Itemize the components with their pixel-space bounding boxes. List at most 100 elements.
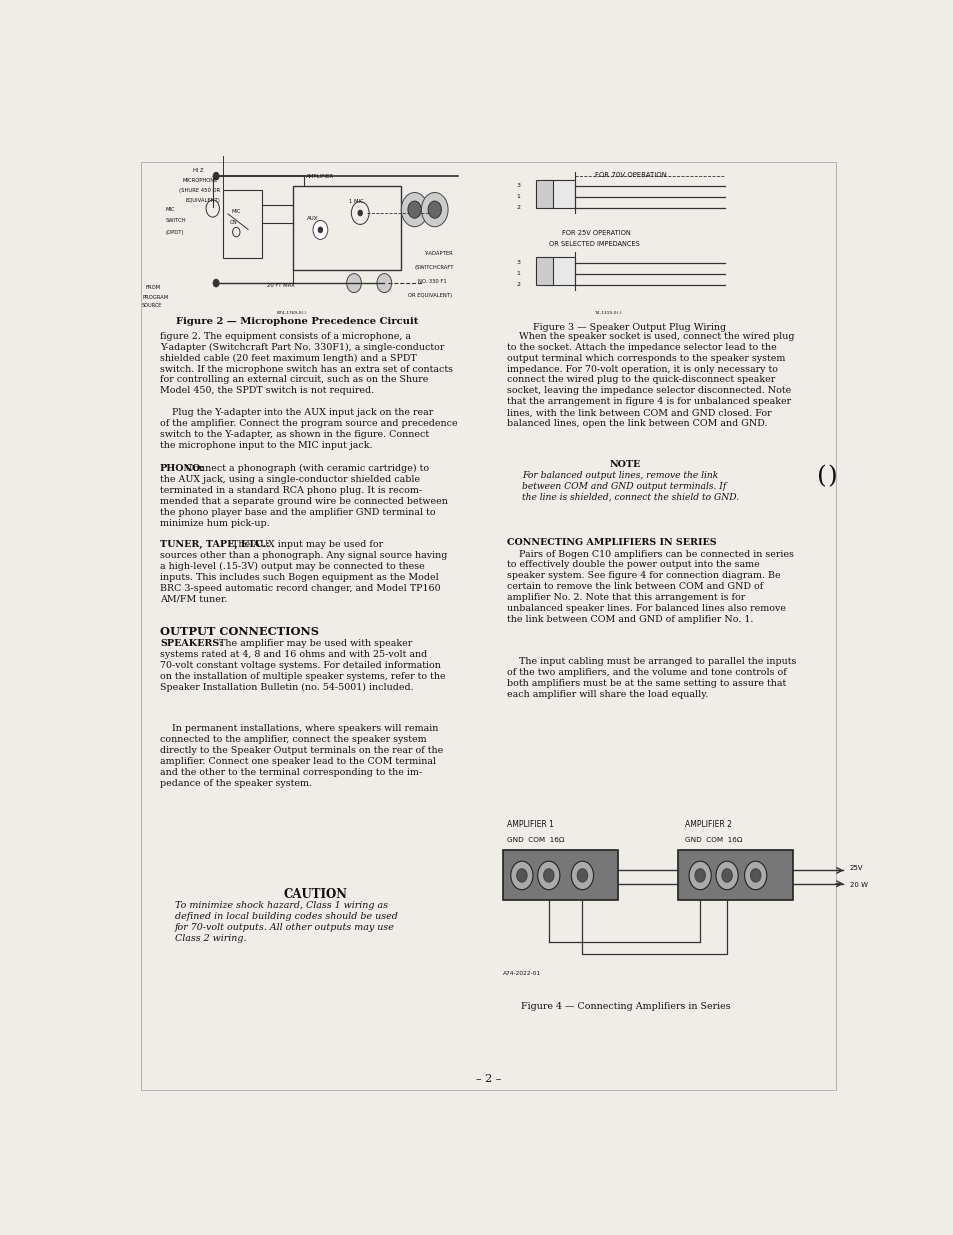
Circle shape	[750, 868, 760, 882]
Text: defined in local building codes should be used: defined in local building codes should b…	[174, 913, 397, 921]
Text: PROGRAM: PROGRAM	[142, 295, 168, 300]
Text: AMPLIFIER: AMPLIFIER	[306, 174, 335, 179]
Circle shape	[543, 868, 554, 882]
Text: Y-adapter (Switchcraft Part No. 330F1), a single-conductor: Y-adapter (Switchcraft Part No. 330F1), …	[160, 342, 444, 352]
Text: (SHURE 450 OR: (SHURE 450 OR	[179, 188, 220, 193]
Circle shape	[376, 274, 392, 293]
Text: directly to the Speaker Output terminals on the rear of the: directly to the Speaker Output terminals…	[160, 746, 443, 756]
Text: Speaker Installation Bulletin (no. 54-5001) included.: Speaker Installation Bulletin (no. 54-50…	[160, 683, 413, 692]
Text: Figure 3 — Speaker Output Plug Wiring: Figure 3 — Speaker Output Plug Wiring	[533, 324, 725, 332]
Text: CONNECTING AMPLIFIERS IN SERIES: CONNECTING AMPLIFIERS IN SERIES	[507, 538, 717, 547]
Text: Plug the Y-adapter into the AUX input jack on the rear: Plug the Y-adapter into the AUX input ja…	[160, 408, 433, 416]
Text: shielded cable (20 feet maximum length) and a SPDT: shielded cable (20 feet maximum length) …	[160, 353, 416, 363]
Text: MICROPHONE: MICROPHONE	[182, 178, 217, 183]
Text: TUNER, TAPE, ETC.:: TUNER, TAPE, ETC.:	[160, 540, 269, 550]
Text: the microphone input to the MIC input jack.: the microphone input to the MIC input ja…	[160, 441, 372, 450]
Text: FROM: FROM	[145, 285, 160, 290]
Text: output terminal which corresponds to the speaker system: output terminal which corresponds to the…	[507, 353, 785, 363]
Text: To minimize shock hazard, Class 1 wiring as: To minimize shock hazard, Class 1 wiring…	[174, 902, 387, 910]
Text: Pairs of Bogen C10 amplifiers can be connected in series: Pairs of Bogen C10 amplifiers can be con…	[507, 550, 794, 558]
Text: In permanent installations, where speakers will remain: In permanent installations, where speake…	[160, 725, 437, 734]
Text: between COM and GND output terminals. If: between COM and GND output terminals. If	[521, 482, 725, 492]
Text: 1: 1	[517, 194, 520, 199]
Text: HI Z: HI Z	[193, 168, 203, 173]
Text: balanced lines, open the link between COM and GND.: balanced lines, open the link between CO…	[507, 419, 767, 429]
Text: 74-1319-0(-): 74-1319-0(-)	[594, 310, 621, 315]
Text: that the arrangement in figure 4 is for unbalanced speaker: that the arrangement in figure 4 is for …	[507, 398, 791, 406]
Text: For balanced output lines, remove the link: For balanced output lines, remove the li…	[521, 471, 718, 480]
Text: SOURCE: SOURCE	[142, 303, 162, 308]
Text: (SWITCHCRAFT: (SWITCHCRAFT	[415, 266, 454, 270]
Text: connect the wired plug to the quick-disconnect speaker: connect the wired plug to the quick-disc…	[507, 375, 775, 384]
Bar	[536, 180, 552, 207]
Text: unbalanced speaker lines. For balanced lines also remove: unbalanced speaker lines. For balanced l…	[507, 604, 785, 614]
Text: Figure 4 — Connecting Amplifiers in Series: Figure 4 — Connecting Amplifiers in Seri…	[520, 1002, 730, 1011]
Text: minimize hum pick-up.: minimize hum pick-up.	[160, 519, 270, 527]
Text: OR SELECTED IMPEDANCES: OR SELECTED IMPEDANCES	[549, 241, 639, 247]
Text: for controlling an external circuit, such as on the Shure: for controlling an external circuit, suc…	[160, 375, 428, 384]
Text: FOR 70V OPERATION: FOR 70V OPERATION	[594, 173, 666, 178]
Text: 25V: 25V	[849, 864, 862, 871]
Circle shape	[688, 861, 711, 889]
Text: AMPLIFIER 2: AMPLIFIER 2	[684, 820, 731, 829]
Text: SPEAKERS:: SPEAKERS:	[160, 638, 222, 648]
Text: MIC: MIC	[166, 206, 175, 211]
Text: The amplifier may be used with speaker: The amplifier may be used with speaker	[216, 638, 412, 648]
Text: to effectively double the power output into the same: to effectively double the power output i…	[507, 561, 760, 569]
Text: (: (	[817, 466, 826, 488]
Text: connected to the amplifier, connect the speaker system: connected to the amplifier, connect the …	[160, 735, 426, 745]
Circle shape	[716, 861, 738, 889]
Text: EQUIVALENT): EQUIVALENT)	[186, 198, 220, 203]
Circle shape	[721, 868, 732, 882]
Circle shape	[401, 193, 428, 227]
Text: MIC: MIC	[231, 209, 240, 215]
Text: amplifier. Connect one speaker lead to the COM terminal: amplifier. Connect one speaker lead to t…	[160, 757, 436, 766]
Text: 2: 2	[517, 205, 520, 210]
Text: GND  COM  16Ω: GND COM 16Ω	[684, 837, 741, 844]
Text: The input cabling must be arranged to parallel the inputs: The input cabling must be arranged to pa…	[507, 657, 796, 666]
Text: Class 2 wiring.: Class 2 wiring.	[174, 934, 246, 944]
Text: B74-1769-0(-): B74-1769-0(-)	[276, 311, 307, 315]
Text: OR EQUIVALENT): OR EQUIVALENT)	[408, 293, 452, 298]
Text: 3: 3	[517, 261, 520, 266]
Circle shape	[743, 861, 766, 889]
Text: pedance of the speaker system.: pedance of the speaker system.	[160, 779, 312, 788]
Text: a high-level (.15-3V) output may be connected to these: a high-level (.15-3V) output may be conn…	[160, 562, 424, 571]
Text: When the speaker socket is used, connect the wired plug: When the speaker socket is used, connect…	[507, 332, 794, 341]
Text: AMPLIFIER 1: AMPLIFIER 1	[506, 820, 553, 829]
Circle shape	[213, 173, 219, 180]
Bar	[503, 851, 618, 900]
Text: sources other than a phonograph. Any signal source having: sources other than a phonograph. Any sig…	[160, 551, 447, 559]
Text: on the installation of multiple speaker systems, refer to the: on the installation of multiple speaker …	[160, 672, 445, 680]
Circle shape	[577, 868, 587, 882]
Circle shape	[695, 868, 704, 882]
Text: amplifier No. 2. Note that this arrangement is for: amplifier No. 2. Note that this arrangem…	[507, 593, 745, 603]
Text: OUTPUT CONNECTIONS: OUTPUT CONNECTIONS	[160, 626, 318, 636]
Text: the AUX jack, using a single-conductor shielded cable: the AUX jack, using a single-conductor s…	[160, 474, 419, 484]
Text: to the socket. Attach the impedance selector lead to the: to the socket. Attach the impedance sele…	[507, 342, 777, 352]
Text: each amplifier will share the load equally.: each amplifier will share the load equal…	[507, 690, 708, 699]
Text: for 70-volt outputs. All other outputs may use: for 70-volt outputs. All other outputs m…	[174, 924, 395, 932]
Circle shape	[408, 201, 421, 219]
Text: The AUX input may be used for: The AUX input may be used for	[229, 540, 383, 550]
Text: BRC 3-speed automatic record changer, and Model TP160: BRC 3-speed automatic record changer, an…	[160, 584, 440, 593]
Text: 1 MIC: 1 MIC	[349, 199, 364, 204]
Bar	[294, 186, 400, 270]
Text: certain to remove the link between COM and GND of: certain to remove the link between COM a…	[507, 583, 762, 592]
Text: of the two amplifiers, and the volume and tone controls of: of the two amplifiers, and the volume an…	[507, 668, 786, 677]
Text: lines, with the link between COM and GND closed. For: lines, with the link between COM and GND…	[507, 409, 771, 417]
Bar	[223, 190, 261, 258]
Text: 20 FT MAX: 20 FT MAX	[266, 283, 294, 289]
Text: NO. 330 F1: NO. 330 F1	[417, 279, 446, 284]
Text: terminated in a standard RCA phono plug. It is recom-: terminated in a standard RCA phono plug.…	[160, 485, 421, 495]
Text: 70-volt constant voltage systems. For detailed information: 70-volt constant voltage systems. For de…	[160, 661, 440, 669]
Text: FOR 25V OPERATION: FOR 25V OPERATION	[561, 230, 630, 236]
Text: the link between COM and GND of amplifier No. 1.: the link between COM and GND of amplifie…	[507, 615, 753, 624]
Text: switch to the Y-adapter, as shown in the figure. Connect: switch to the Y-adapter, as shown in the…	[160, 430, 429, 438]
Text: switch. If the microphone switch has an extra set of contacts: switch. If the microphone switch has an …	[160, 364, 453, 373]
Text: NOTE: NOTE	[609, 461, 640, 469]
Text: mended that a separate ground wire be connected between: mended that a separate ground wire be co…	[160, 496, 447, 505]
Text: ON: ON	[230, 220, 237, 225]
Circle shape	[571, 861, 593, 889]
Circle shape	[213, 279, 219, 287]
